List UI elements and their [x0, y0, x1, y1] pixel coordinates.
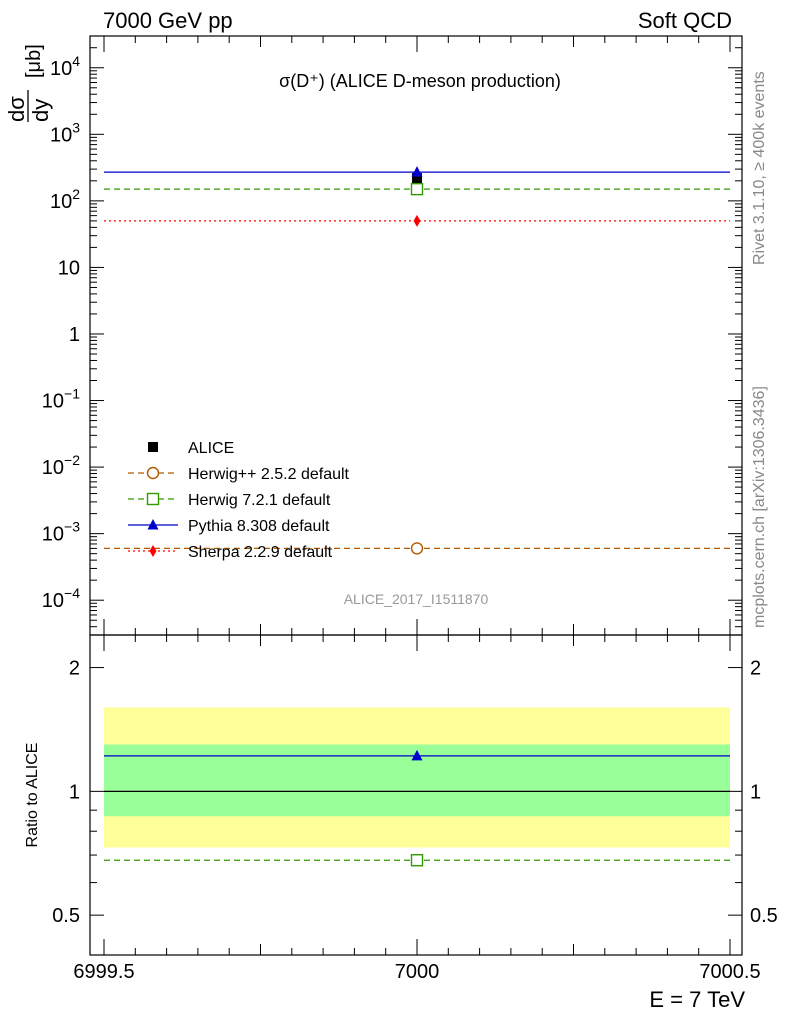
y-tick-label-8: 104: [50, 53, 80, 80]
rivet-note: Rivet 3.1.10, ≥ 400k events: [751, 71, 768, 265]
svg-text:[μb]: [μb]: [23, 44, 45, 78]
ratio-marker-1: [410, 854, 424, 867]
analysis-watermark: ALICE_2017_I1511870: [344, 591, 489, 607]
legend-marker-0: [148, 442, 158, 452]
series-marker-3: [413, 214, 421, 227]
y-tick-label-4: 1: [69, 324, 80, 346]
ratio-y-tick-right-2: 2: [750, 658, 761, 680]
legend-marker-3: [147, 519, 159, 530]
y-axis-label: dσ dy [μb]: [4, 44, 53, 122]
series-marker-2: [411, 166, 423, 177]
series-marker-1: [410, 182, 424, 196]
svg-text:dy: dy: [28, 99, 53, 122]
category-label: Soft QCD: [638, 8, 732, 33]
ratio-y-tick-left-1: 1: [69, 781, 80, 803]
x-tick-label-2: 7000.5: [699, 961, 760, 983]
svg-text:dσ: dσ: [4, 96, 29, 122]
legend-marker-2: [146, 492, 160, 506]
ratio-marker-2: [411, 749, 423, 761]
y-tick-label-1: 10−3: [42, 519, 80, 546]
beam-label: 7000 GeV pp: [103, 8, 233, 33]
y-tick-label-5: 10: [58, 257, 80, 279]
y-tick-label-0: 10−4: [42, 585, 80, 612]
ratio-panel: [104, 707, 730, 867]
ratio-y-tick-left-0: 0.5: [52, 905, 80, 927]
data-point-alice: [412, 173, 422, 184]
legend-label-1: Herwig++ 2.5.2 default: [188, 466, 350, 483]
main-panel: ALICE Herwig++ 2.5.2 default Herwig 7.2.1 …: [104, 166, 730, 561]
ratio-frame: [89, 634, 743, 956]
y-tick-label-3: 10−1: [42, 386, 80, 413]
ratio-y-label: Ratio to ALICE: [24, 743, 41, 848]
x-tick-label-1: 7000: [395, 961, 440, 983]
x-axis-label: E = 7 TeV: [649, 987, 745, 1012]
legend-label-0: ALICE: [188, 440, 234, 457]
y-tick-label-7: 103: [50, 119, 80, 146]
y-tick-label-2: 10−2: [42, 452, 80, 479]
legend-label-2: Herwig 7.2.1 default: [188, 492, 331, 509]
series-marker-0: [410, 542, 424, 555]
x-tick-label-0: 6999.5: [73, 961, 134, 983]
legend-marker-1: [146, 466, 160, 480]
ratio-y-tick-right-1: 1: [750, 781, 761, 803]
ratio-y-tick-right-0: 0.5: [750, 905, 778, 927]
ratio-y-tick-left-2: 2: [69, 658, 80, 680]
legend-marker-4: [149, 545, 157, 557]
legend-label-3: Pythia 8.308 default: [188, 518, 330, 535]
chart-title: σ(D⁺) (ALICE D-meson production): [279, 71, 561, 91]
legend-label-4: Sherpa 2.2.9 default: [188, 544, 333, 561]
mcplots-note: mcplots.cern.ch [arXiv:1306.3436]: [751, 386, 768, 628]
y-tick-label-6: 102: [50, 186, 80, 213]
legend: ALICE Herwig++ 2.5.2 default Herwig 7.2.1 …: [128, 440, 350, 561]
